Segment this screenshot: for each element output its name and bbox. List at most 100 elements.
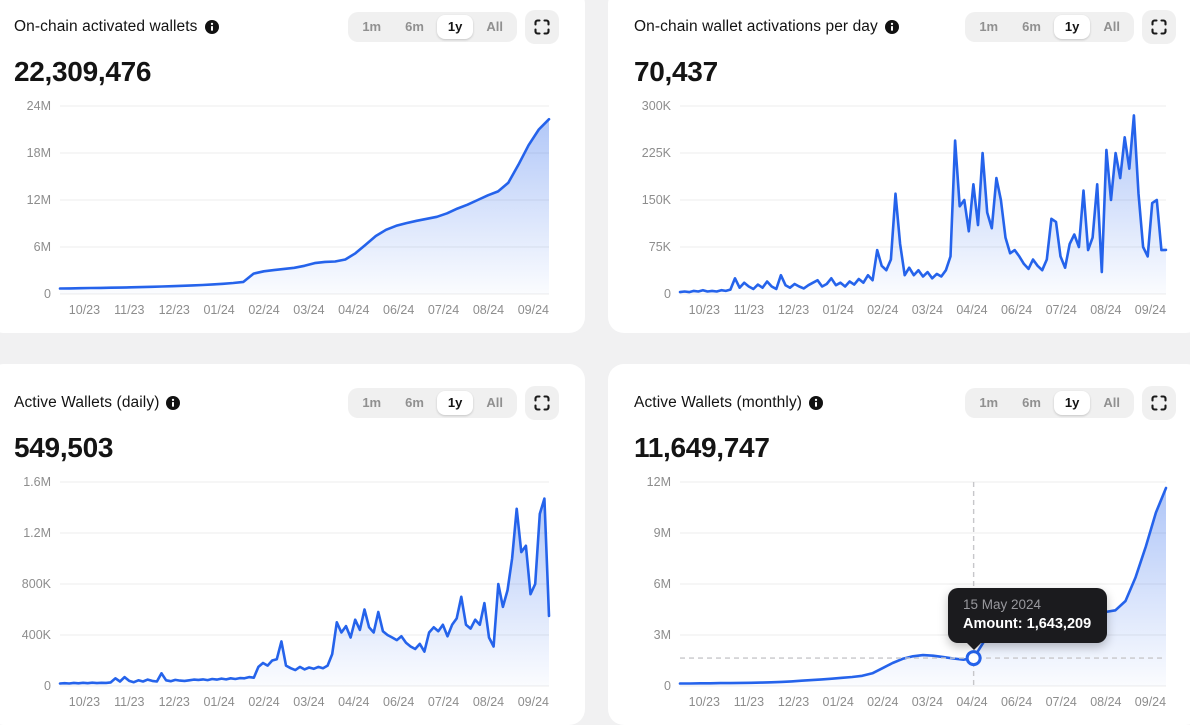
fullscreen-button[interactable] xyxy=(1142,10,1176,44)
title-wrap: On-chain wallet activations per day xyxy=(634,18,899,36)
svg-text:02/24: 02/24 xyxy=(248,695,279,709)
info-icon[interactable] xyxy=(884,20,899,34)
svg-text:02/24: 02/24 xyxy=(867,695,898,709)
card-header: Active Wallets (daily) 1m 6m 1y All xyxy=(14,386,559,420)
chart-canvas[interactable]: 0 75K 150K 225K 300K 10/23 11/23 12/23 01/24 02/2… xyxy=(634,94,1176,321)
svg-text:03/24: 03/24 xyxy=(293,303,324,317)
range-button-6m[interactable]: 6m xyxy=(1011,391,1052,416)
svg-text:08/24: 08/24 xyxy=(1090,695,1121,709)
chart-box: 0 3M 6M 9M 12M 10/23 11/23 12/23 01/24 02/24 03/24… xyxy=(634,470,1176,713)
range-button-1y[interactable]: 1y xyxy=(436,390,474,416)
card-active-wallets-monthly: Active Wallets (monthly) 1m 6m 1y All xyxy=(608,364,1190,725)
range-button-1m[interactable]: 1m xyxy=(351,391,392,416)
svg-text:12/23: 12/23 xyxy=(159,695,190,709)
svg-text:07/24: 07/24 xyxy=(1046,695,1077,709)
metric-value: 22,309,476 xyxy=(14,56,152,87)
range-button-1y[interactable]: 1y xyxy=(1053,390,1091,416)
title-wrap: On-chain activated wallets xyxy=(14,18,219,36)
range-button-all[interactable]: All xyxy=(475,391,514,416)
svg-text:0: 0 xyxy=(664,679,671,693)
svg-text:07/24: 07/24 xyxy=(428,303,459,317)
chart-controls: 1m 6m 1y All xyxy=(348,386,559,420)
card-header: On-chain activated wallets 1m 6m 1y All xyxy=(14,10,559,44)
chart-controls: 1m 6m 1y All xyxy=(348,10,559,44)
fullscreen-button[interactable] xyxy=(525,10,559,44)
svg-text:1.2M: 1.2M xyxy=(23,526,51,540)
svg-text:04/24: 04/24 xyxy=(338,303,369,317)
range-button-1m[interactable]: 1m xyxy=(351,15,392,40)
chart-canvas[interactable]: 0 400K 800K 1.2M 1.6M 10/23 11/23 12/23 01/24 02/… xyxy=(14,470,559,713)
svg-text:18M: 18M xyxy=(27,146,51,160)
range-button-1m[interactable]: 1m xyxy=(968,391,1009,416)
tooltip-amount: Amount: 1,643,209 xyxy=(963,616,1091,632)
svg-text:24M: 24M xyxy=(27,99,51,113)
svg-text:01/24: 01/24 xyxy=(203,695,234,709)
info-icon[interactable] xyxy=(809,396,824,410)
svg-text:12M: 12M xyxy=(647,475,671,489)
svg-text:09/24: 09/24 xyxy=(518,695,549,709)
svg-text:08/24: 08/24 xyxy=(473,695,504,709)
svg-text:09/24: 09/24 xyxy=(1135,303,1166,317)
svg-text:12/23: 12/23 xyxy=(778,695,809,709)
svg-text:800K: 800K xyxy=(22,577,52,591)
svg-text:12/23: 12/23 xyxy=(778,303,809,317)
card-onchain-activated-wallets: On-chain activated wallets 1m 6m 1y All xyxy=(0,0,585,333)
svg-text:02/24: 02/24 xyxy=(867,303,898,317)
range-button-1y[interactable]: 1y xyxy=(436,14,474,40)
svg-text:01/24: 01/24 xyxy=(823,303,854,317)
svg-text:11/23: 11/23 xyxy=(734,695,764,709)
title-wrap: Active Wallets (monthly) xyxy=(634,394,824,412)
fullscreen-button[interactable] xyxy=(1142,386,1176,420)
range-selector: 1m 6m 1y All xyxy=(348,387,517,419)
svg-text:01/24: 01/24 xyxy=(823,695,854,709)
svg-text:03/24: 03/24 xyxy=(912,695,943,709)
svg-text:400K: 400K xyxy=(22,628,52,642)
svg-text:01/24: 01/24 xyxy=(203,303,234,317)
svg-text:06/24: 06/24 xyxy=(1001,303,1032,317)
svg-text:07/24: 07/24 xyxy=(1046,303,1077,317)
svg-text:1.6M: 1.6M xyxy=(23,475,51,489)
card-title: On-chain activated wallets xyxy=(14,18,198,35)
fullscreen-icon xyxy=(1151,19,1167,35)
svg-text:06/24: 06/24 xyxy=(383,695,414,709)
svg-text:10/23: 10/23 xyxy=(69,303,100,317)
tooltip-value: 1,643,209 xyxy=(1026,616,1092,632)
info-icon[interactable] xyxy=(204,20,219,34)
svg-text:06/24: 06/24 xyxy=(383,303,414,317)
svg-text:0: 0 xyxy=(44,679,51,693)
svg-text:09/24: 09/24 xyxy=(518,303,549,317)
svg-text:07/24: 07/24 xyxy=(428,695,459,709)
svg-text:6M: 6M xyxy=(34,240,51,254)
range-button-6m[interactable]: 6m xyxy=(394,15,435,40)
svg-text:300K: 300K xyxy=(642,99,672,113)
card-title: Active Wallets (monthly) xyxy=(634,394,803,411)
svg-text:225K: 225K xyxy=(642,146,672,160)
tooltip-date: 15 May 2024 xyxy=(963,597,1042,612)
svg-text:08/24: 08/24 xyxy=(1090,303,1121,317)
range-button-all[interactable]: All xyxy=(475,15,514,40)
svg-text:0: 0 xyxy=(664,287,671,301)
fullscreen-button[interactable] xyxy=(525,386,559,420)
svg-text:10/23: 10/23 xyxy=(69,695,100,709)
title-wrap: Active Wallets (daily) xyxy=(14,394,181,412)
metric-value: 549,503 xyxy=(14,432,114,463)
info-icon[interactable] xyxy=(166,396,181,410)
svg-text:02/24: 02/24 xyxy=(248,303,279,317)
range-button-all[interactable]: All xyxy=(1092,391,1131,416)
svg-text:03/24: 03/24 xyxy=(293,695,324,709)
svg-text:10/23: 10/23 xyxy=(689,695,720,709)
card-active-wallets-daily: Active Wallets (daily) 1m 6m 1y All xyxy=(0,364,585,725)
range-button-1m[interactable]: 1m xyxy=(968,15,1009,40)
range-button-6m[interactable]: 6m xyxy=(394,391,435,416)
chart-box: 0 400K 800K 1.2M 1.6M 10/23 11/23 12/23 01/24 02/… xyxy=(14,470,559,713)
range-button-all[interactable]: All xyxy=(1092,15,1131,40)
range-button-1y[interactable]: 1y xyxy=(1053,14,1091,40)
range-button-6m[interactable]: 6m xyxy=(1011,15,1052,40)
card-header: On-chain wallet activations per day 1m 6… xyxy=(634,10,1176,44)
chart-tooltip: 15 May 2024 Amount: 1,643,209 xyxy=(948,588,1108,650)
svg-text:12M: 12M xyxy=(27,193,51,207)
card-title: Active Wallets (daily) xyxy=(14,394,160,411)
card-header: Active Wallets (monthly) 1m 6m 1y All xyxy=(634,386,1176,420)
chart-canvas[interactable]: 0 6M 12M 18M 24M 10/23 11/23 12/23 01/24 02/24 03/… xyxy=(14,94,559,321)
